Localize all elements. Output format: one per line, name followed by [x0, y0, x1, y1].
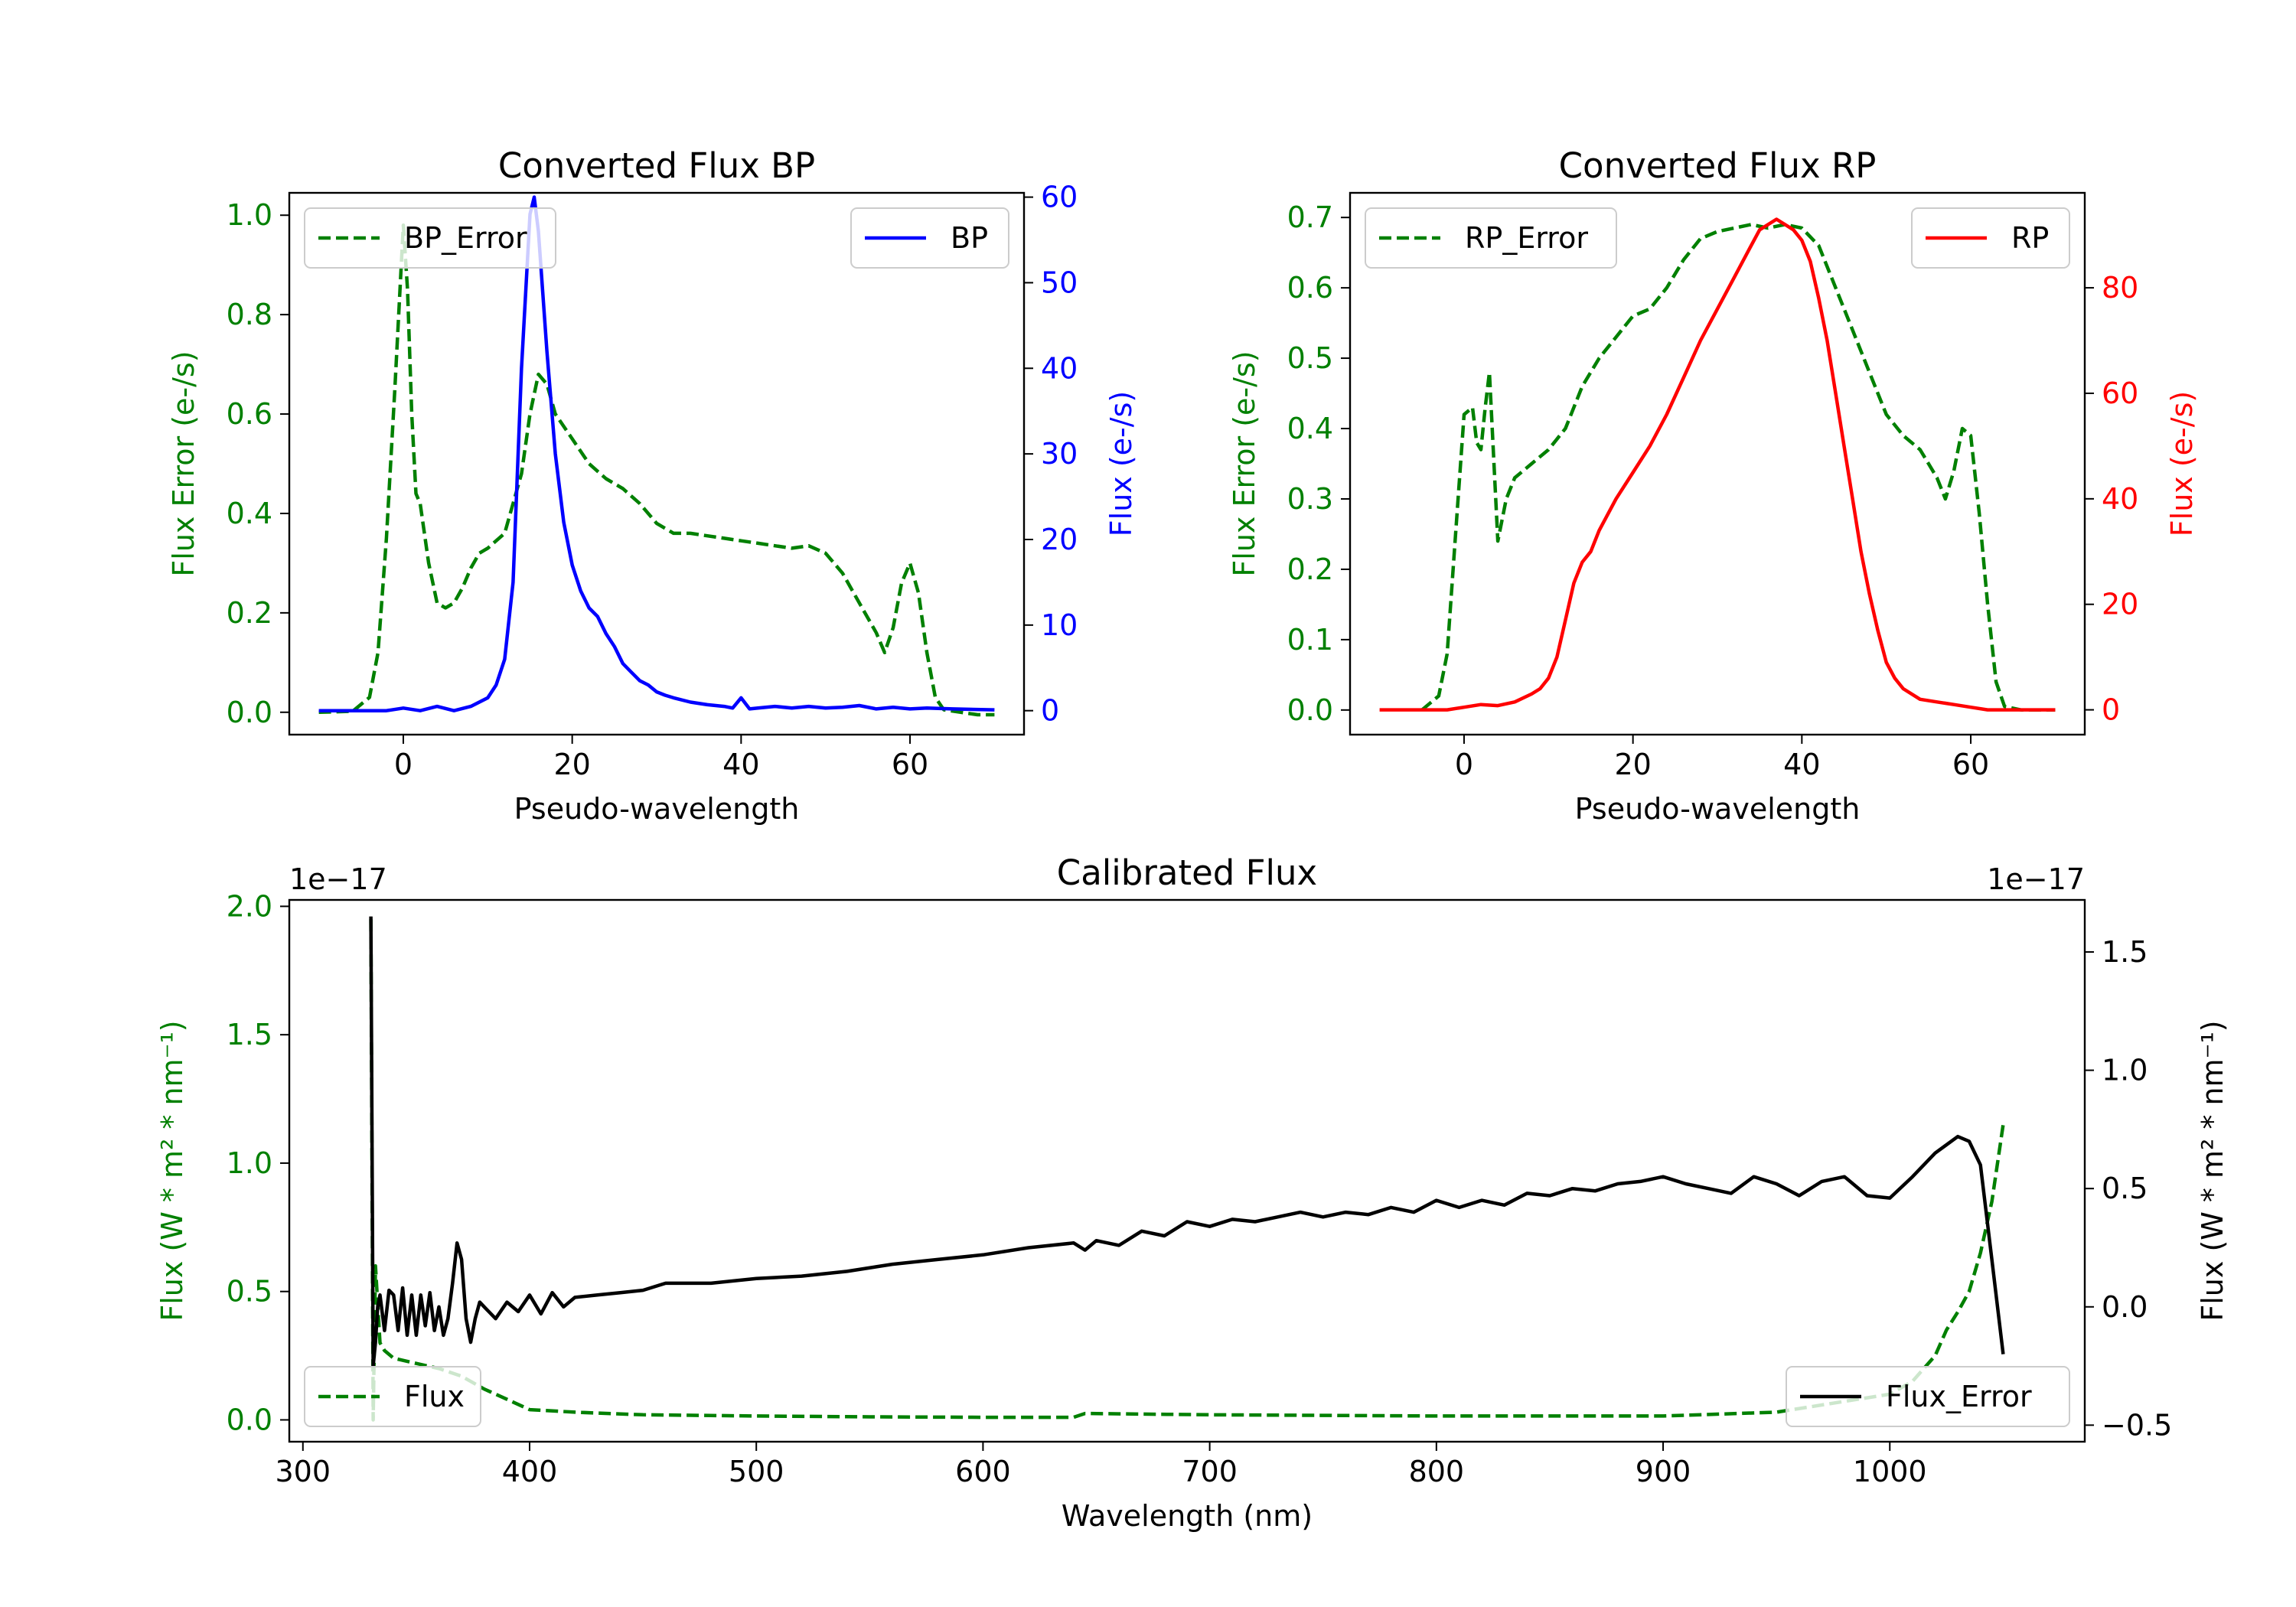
series-line-flux-error — [369, 919, 2005, 1422]
x-tick-label: 60 — [892, 748, 928, 781]
y-right-tick-label: 60 — [2102, 376, 2138, 410]
y-right-tick-label: 1.5 — [2102, 935, 2148, 969]
legend-left: RP_Error — [1365, 207, 1617, 269]
legend-right: RP — [1911, 207, 2070, 269]
y-right-tick-label: 30 — [1041, 437, 1078, 471]
y-right-tick-label: 1.0 — [2102, 1054, 2148, 1087]
y-right-tick-label: 80 — [2102, 271, 2138, 305]
y-left-axis-label: Flux Error (e-/s) — [167, 350, 201, 576]
y-left-tick-label: 0.1 — [1287, 623, 1333, 657]
y-right-tick-label: 50 — [1041, 266, 1078, 299]
y-left-tick-label: 0.0 — [227, 696, 272, 729]
x-tick-label: 60 — [1952, 748, 1989, 781]
y-right-tick-label: −0.5 — [2102, 1408, 2172, 1442]
legend-right: Flux_Error — [1786, 1366, 2070, 1427]
x-tick-label: 0 — [394, 748, 413, 781]
chart-title: Calibrated Flux — [1057, 852, 1317, 893]
legend-label: RP — [2011, 221, 2049, 255]
y-left-tick-label: 1.0 — [227, 1146, 272, 1180]
x-tick-label: 40 — [722, 748, 759, 781]
y-left-offset-label: 1e−17 — [289, 862, 387, 896]
chart-2: 0 20 40 60 0.0 0.1 0.2 0.3 0.4 0.5 0.6 0.7 0 20 40 60 80… — [1228, 145, 2199, 826]
axes-frame — [1349, 191, 2086, 736]
x-tick-label: 20 — [553, 748, 590, 781]
legend-left: BP_Error — [304, 207, 556, 269]
x-tick-label: 0 — [1455, 748, 1473, 781]
y-right-tick-label: 40 — [1041, 351, 1078, 385]
y-left-tick-label: 0.4 — [1287, 412, 1333, 445]
x-tick-label: 700 — [1182, 1455, 1238, 1488]
y-right-axis-label: Flux (e-/s) — [2165, 391, 2199, 536]
x-tick-label: 300 — [276, 1455, 331, 1488]
x-tick-label: 20 — [1614, 748, 1651, 781]
y-left-tick-label: 1.5 — [227, 1018, 272, 1051]
y-left-tick-label: 0.6 — [1287, 271, 1333, 305]
y-left-tick-label: 0.4 — [227, 497, 272, 530]
y-left-tick-label: 0.6 — [227, 397, 272, 431]
y-right-tick-label: 0 — [1041, 694, 1059, 728]
y-right-tick-label: 0.0 — [2102, 1290, 2148, 1324]
x-axis-label: Wavelength (nm) — [1062, 1499, 1313, 1533]
legend-label: BP — [951, 221, 988, 255]
charts-layer: 0 20 40 60 0.0 0.2 0.4 0.6 0.8 1.0 0 10 20 30 40 50 60 Co… — [155, 145, 2229, 1533]
y-right-axis-label: Flux (W * m² * nm⁻¹) — [2196, 1020, 2229, 1321]
y-left-tick-label: 0.3 — [1287, 482, 1333, 516]
chart-1: 0 20 40 60 0.0 0.2 0.4 0.6 0.8 1.0 0 10 20 30 40 50 60 Co… — [167, 145, 1138, 826]
x-tick-label: 900 — [1636, 1455, 1691, 1488]
y-right-tick-label: 10 — [1041, 608, 1078, 642]
y-right-tick-label: 20 — [1041, 523, 1078, 556]
y-right-axis-label: Flux (e-/s) — [1104, 391, 1138, 536]
legend-box — [1911, 207, 2070, 269]
y-left-axis-label: Flux Error (e-/s) — [1228, 350, 1261, 576]
x-tick-label: 600 — [955, 1455, 1011, 1488]
legend-label: BP_Error — [404, 221, 527, 255]
legend-box — [304, 1366, 481, 1427]
y-left-tick-label: 0.5 — [1287, 341, 1333, 375]
chart-3: 300 400 500 600 700 800 900 1000 0.0 0.5 1.0 1.5 2.0… — [155, 852, 2229, 1533]
legend-label: Flux — [404, 1380, 465, 1413]
y-left-tick-label: 1.0 — [227, 198, 272, 232]
legend-label: RP_Error — [1465, 221, 1588, 255]
legend-box — [304, 207, 556, 269]
x-tick-label: 400 — [502, 1455, 558, 1488]
y-left-tick-label: 0.0 — [227, 1403, 272, 1436]
y-right-tick-label: 0 — [2102, 693, 2120, 727]
x-tick-label: 500 — [729, 1455, 784, 1488]
x-axis-label: Pseudo-wavelength — [1575, 792, 1861, 826]
y-left-tick-label: 0.8 — [227, 298, 272, 331]
legend-left: Flux — [304, 1366, 481, 1427]
chart-title: Converted Flux RP — [1559, 145, 1877, 186]
x-tick-label: 800 — [1409, 1455, 1465, 1488]
y-right-offset-label: 1e−17 — [1987, 862, 2085, 896]
legend-right: BP — [850, 207, 1009, 269]
y-left-tick-label: 0.2 — [1287, 553, 1333, 586]
legend-label: Flux_Error — [1886, 1380, 2032, 1413]
y-right-tick-label: 0.5 — [2102, 1172, 2148, 1205]
y-left-tick-label: 0.2 — [227, 596, 272, 630]
legend-box — [1786, 1366, 2070, 1427]
y-right-tick-label: 40 — [2102, 482, 2138, 516]
y-left-axis-label: Flux (W * m² * nm⁻¹) — [155, 1020, 189, 1321]
x-tick-label: 40 — [1783, 748, 1820, 781]
axes-frame — [288, 898, 2086, 1443]
y-right-tick-label: 20 — [2102, 588, 2138, 621]
axes-frame — [288, 191, 1026, 736]
y-left-tick-label: 0.0 — [1287, 693, 1333, 727]
y-left-tick-label: 0.5 — [227, 1275, 272, 1309]
x-tick-label: 1000 — [1853, 1455, 1927, 1488]
series-line-rp — [1379, 217, 2056, 712]
legend-box — [1365, 207, 1617, 269]
y-left-tick-label: 2.0 — [227, 889, 272, 923]
series-line-bp-error — [318, 223, 995, 717]
chart-title: Converted Flux BP — [498, 145, 815, 186]
x-axis-label: Pseudo-wavelength — [514, 792, 800, 826]
series-line-bp — [318, 195, 995, 712]
y-right-tick-label: 60 — [1041, 181, 1078, 214]
y-left-tick-label: 0.7 — [1287, 200, 1333, 234]
legend-box — [850, 207, 1009, 269]
series-line-flux — [369, 916, 2005, 1368]
